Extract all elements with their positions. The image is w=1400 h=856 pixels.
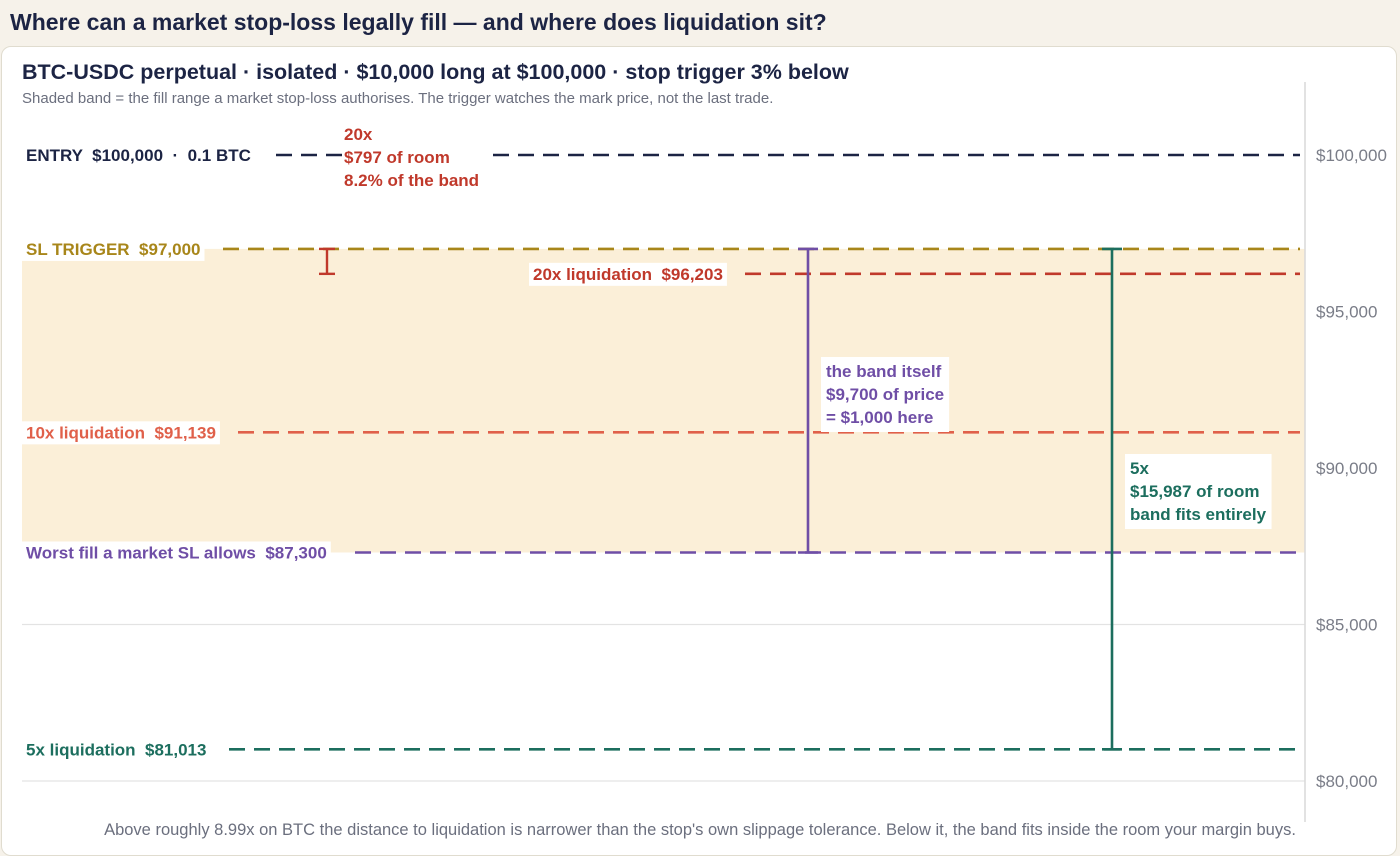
bracket-label-bg (1125, 454, 1272, 529)
y-tick-label: $85,000 (1316, 616, 1377, 635)
level-label-bg (22, 541, 331, 565)
bracket-label-band: = $1,000 here (826, 408, 933, 427)
fill-band (22, 248, 1305, 553)
y-tick-label: $95,000 (1316, 303, 1377, 322)
level-label-bg (22, 144, 255, 167)
level-label-bg (529, 262, 727, 286)
level-label-worst: Worst fill a market SL allows $87,300 (26, 544, 327, 563)
bracket-label-band: the band itself (826, 362, 942, 381)
bracket-label-room5: $15,987 of room (1130, 482, 1259, 501)
level-label-bg (22, 237, 205, 261)
footnote: Above roughly 8.99x on BTC the distance … (104, 821, 1296, 839)
bracket-label-room20: 8.2% of the band (344, 171, 479, 190)
bracket-label-band: $9,700 of price (826, 385, 944, 404)
bracket-label-room20: $797 of room (344, 148, 450, 167)
page-title: Where can a market stop-loss legally fil… (10, 9, 827, 35)
bracket-label-room20: 20x (344, 125, 373, 144)
y-tick-label: $100,000 (1316, 146, 1387, 165)
bracket-label-bg (821, 357, 950, 432)
level-label-entry: ENTRY $100,000 · 0.1 BTC (26, 146, 251, 165)
level-label-liq20: 20x liquidation $96,203 (533, 265, 723, 284)
level-label-liq10: 10x liquidation $91,139 (26, 423, 216, 442)
level-label-liq5: 5x liquidation $81,013 (26, 740, 206, 759)
bracket-label-room5: 5x (1130, 459, 1149, 478)
chart-subtitle: Shaded band = the fill range a market st… (22, 90, 774, 107)
bracket-label-room5: band fits entirely (1130, 505, 1267, 524)
chart-title: BTC-USDC perpetual · isolated · $10,000 … (22, 60, 849, 84)
level-label-bg (22, 421, 220, 445)
y-tick-label: $90,000 (1316, 459, 1377, 478)
level-label-trigger: SL TRIGGER $97,000 (26, 240, 200, 259)
y-tick-label: $80,000 (1316, 772, 1377, 791)
level-label-bg (22, 738, 211, 762)
